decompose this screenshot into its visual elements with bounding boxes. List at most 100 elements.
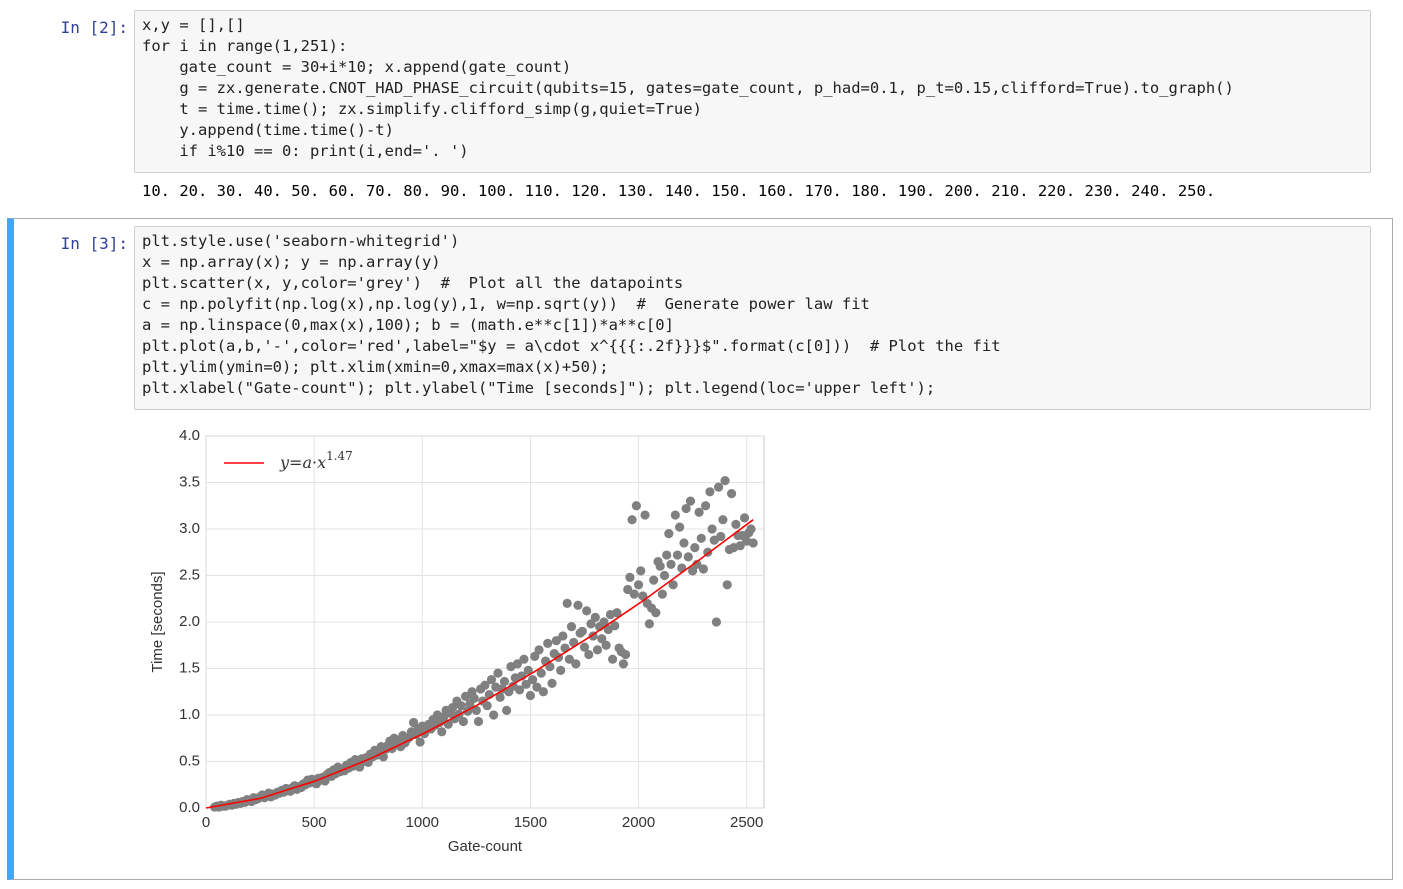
data-point <box>460 691 471 701</box>
data-point <box>486 675 497 685</box>
data-point <box>636 566 646 576</box>
code-line: x,y = [],[] <box>142 16 245 34</box>
data-point <box>378 752 388 762</box>
data-point <box>584 649 594 660</box>
data-point <box>711 617 722 627</box>
data-point <box>582 606 592 616</box>
data-point <box>627 515 637 525</box>
code-line: t = time.time(); zx.simplify.clifford_si… <box>142 100 702 118</box>
fit-line <box>205 519 754 809</box>
data-point <box>713 482 724 492</box>
code-cell[interactable]: x,y = [],[] for i in range(1,251): gate_c… <box>134 10 1371 173</box>
data-point <box>707 524 717 534</box>
data-point <box>597 634 607 644</box>
data-point <box>659 570 670 581</box>
data-point <box>657 589 667 599</box>
data-point <box>696 533 706 543</box>
data-point <box>610 621 620 631</box>
data-point <box>692 559 702 569</box>
data-point <box>718 515 728 525</box>
cell-output: 10. 20. 30. 40. 50. 60. 70. 80. 90. 100.… <box>142 182 1216 200</box>
data-point <box>670 510 680 520</box>
data-point <box>631 501 641 511</box>
data-point <box>493 668 503 678</box>
data-point <box>577 626 587 636</box>
data-point <box>620 649 631 660</box>
data-point <box>571 659 581 669</box>
y-tick-label: 4.0 <box>179 427 200 444</box>
data-point <box>532 682 542 692</box>
data-point <box>623 584 633 595</box>
code-line: for i in range(1,251): <box>142 37 348 55</box>
data-point <box>668 580 678 590</box>
data-point <box>473 716 484 727</box>
data-point <box>701 501 711 511</box>
y-tick-label: 2.5 <box>179 566 200 583</box>
y-tick-label: 0.5 <box>179 752 200 769</box>
code-line: plt.xlabel("Gate-count"); plt.ylabel("Ti… <box>142 379 936 397</box>
data-point <box>688 566 698 576</box>
data-point <box>694 507 704 517</box>
prompt: In [2]: <box>60 18 128 37</box>
data-point <box>662 550 672 560</box>
data-point <box>515 685 525 695</box>
x-tick-label: 2000 <box>622 814 655 831</box>
data-point <box>677 563 687 573</box>
data-point <box>519 654 529 664</box>
data-point <box>698 564 709 574</box>
data-point <box>530 651 540 662</box>
data-point <box>562 598 572 608</box>
code-line: plt.scatter(x, y,color='grey') # Plot al… <box>142 274 684 292</box>
code-line: plt.style.use('seaborn-whitegrid') <box>142 232 460 250</box>
legend-text: y=a·x <box>279 453 326 472</box>
data-point <box>675 522 685 532</box>
selected-cell[interactable] <box>7 218 1393 880</box>
data-point <box>716 531 726 542</box>
data-point <box>705 487 715 497</box>
code-line: if i%10 == 0: print(i,end='. ') <box>142 142 469 160</box>
y-tick-label: 1.0 <box>179 706 200 723</box>
data-point <box>523 665 533 675</box>
data-point <box>566 622 577 632</box>
data-point <box>679 538 689 548</box>
code-line: a = np.linspace(0,max(x),100); b = (math… <box>142 316 674 334</box>
data-point <box>592 645 603 655</box>
data-point <box>681 503 691 514</box>
code-line: plt.ylim(ymin=0); plt.xlim(xmin=0,xmax=m… <box>142 358 609 376</box>
data-point <box>437 727 447 737</box>
code-line: c = np.polyfit(np.log(x),np.log(y),1, w=… <box>142 295 870 313</box>
data-point <box>601 640 611 650</box>
code-line: g = zx.generate.CNOT_HAD_PHASE_circuit(q… <box>142 79 1234 97</box>
data-point <box>644 619 654 629</box>
x-tick-label: 2500 <box>730 814 763 831</box>
x-tick-label: 500 <box>302 814 327 831</box>
data-point <box>415 737 425 747</box>
x-tick-label: 0 <box>202 814 210 831</box>
data-point <box>735 541 745 551</box>
data-point <box>482 701 492 711</box>
data-point <box>547 678 557 688</box>
code-line: x = np.array(x); y = np.array(y) <box>142 253 441 271</box>
code-cell[interactable]: plt.style.use('seaborn-whitegrid') x = np… <box>134 226 1371 410</box>
data-point <box>685 496 696 506</box>
data-point <box>666 559 676 569</box>
data-point <box>502 705 512 715</box>
data-point <box>499 676 510 687</box>
data-point <box>746 524 756 534</box>
data-point <box>556 665 566 675</box>
data-point <box>521 679 531 689</box>
data-point <box>527 675 538 685</box>
data-point <box>543 638 553 648</box>
data-point <box>655 561 665 571</box>
data-point <box>722 580 732 590</box>
data-point <box>489 710 499 720</box>
data-point <box>633 580 644 590</box>
y-tick-label: 0.0 <box>179 799 200 816</box>
data-point <box>726 489 737 499</box>
data-point <box>495 692 505 702</box>
chart: 0.0 0.5 1.0 1.5 2.0 2.5 3.0 3.5 4.0 0 500 1000 1500 2… <box>149 427 765 855</box>
code-line: gate_count = 30+i*10; x.append(gate_coun… <box>142 58 572 76</box>
data-point <box>558 631 568 641</box>
data-point <box>471 705 481 715</box>
